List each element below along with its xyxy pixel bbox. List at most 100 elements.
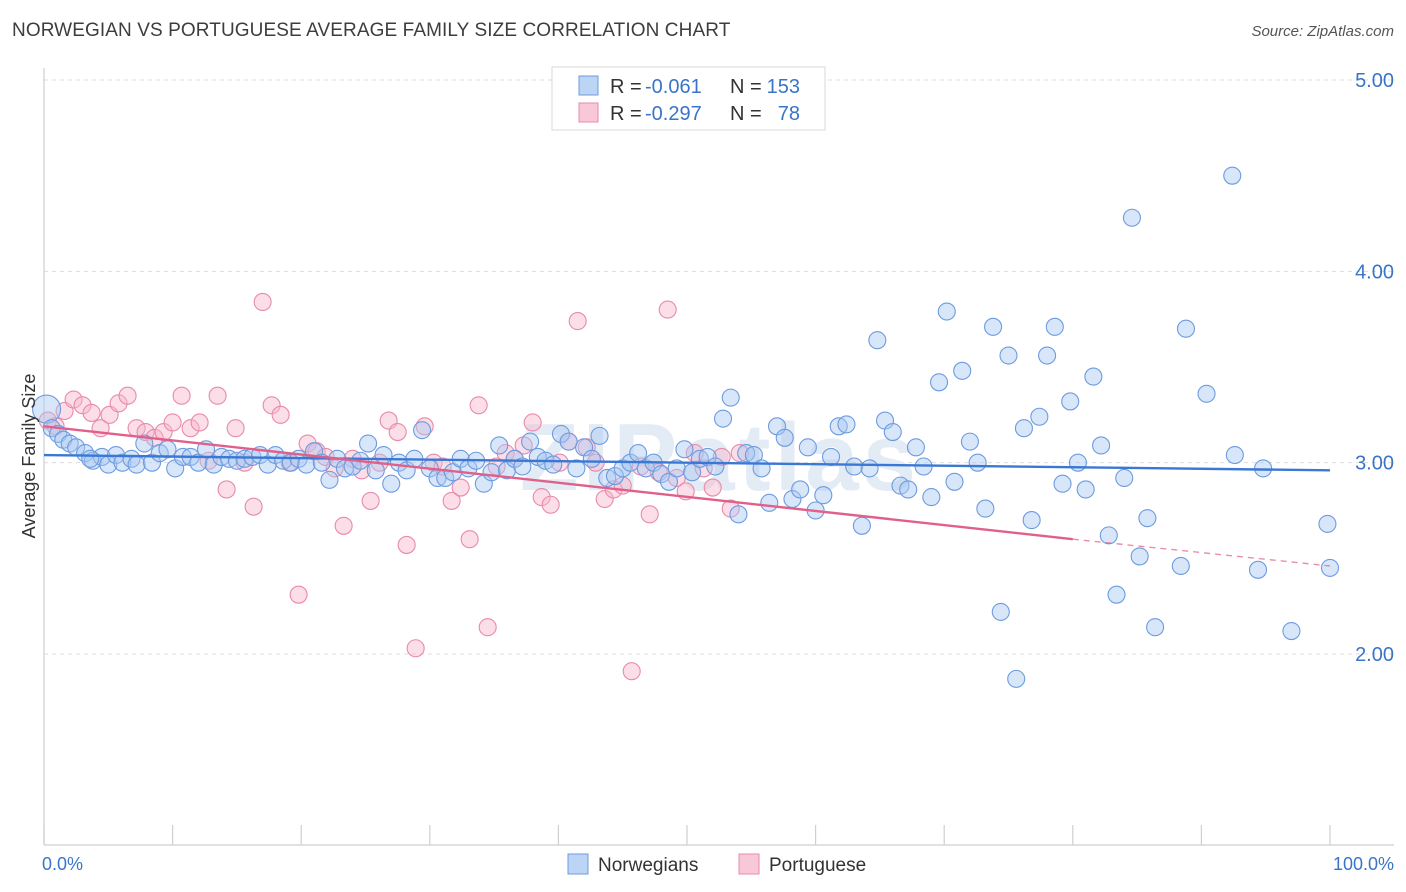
norwegian-point-134 <box>1061 392 1080 411</box>
norwegian-point-2 <box>49 424 68 444</box>
norwegian-point-25 <box>220 449 239 468</box>
norwegian-point-143 <box>1130 547 1149 566</box>
y-tick-label-3: 5.00 <box>1355 70 1394 92</box>
norwegian-point-91 <box>729 505 748 524</box>
norwegian-point-144 <box>1138 509 1157 528</box>
norwegian-point-0 <box>32 394 62 424</box>
bottom-legend-swatch-norwegians <box>567 853 589 875</box>
norwegian-point-90 <box>721 388 740 407</box>
norwegian-point-122 <box>968 453 987 472</box>
legend-n-value-2: 78 <box>778 103 800 125</box>
portuguese-point-28 <box>289 585 308 604</box>
norwegian-point-78 <box>629 444 648 463</box>
source-label: Source: ZipAtlas.com <box>1251 23 1394 40</box>
norwegian-point-132 <box>1045 317 1064 336</box>
norwegian-point-104 <box>829 417 848 436</box>
norwegian-point-114 <box>906 438 925 457</box>
norwegian-point-13 <box>127 455 146 474</box>
norwegian-point-88 <box>706 457 725 476</box>
norwegian-point-120 <box>953 361 972 380</box>
norwegian-point-131 <box>1038 346 1057 365</box>
norwegian-point-74 <box>598 468 617 488</box>
norwegian-point-82 <box>659 472 679 491</box>
portuguese-point-57 <box>550 453 569 472</box>
norwegian-point-15 <box>142 453 162 472</box>
chart-title: NORWEGIAN VS PORTUGUESE AVERAGE FAMILY S… <box>12 20 731 41</box>
portuguese-point-49 <box>478 618 497 637</box>
norwegian-point-106 <box>845 457 864 476</box>
norwegian-point-46 <box>382 474 401 493</box>
y-tick-label-1: 3.00 <box>1355 453 1394 475</box>
portuguese-point-73 <box>694 459 713 478</box>
portuguese-point-69 <box>658 300 677 319</box>
y-tick-labels: 2.00 3.00 4.00 5.00 <box>1355 70 1394 666</box>
norwegian-point-63 <box>513 457 532 476</box>
y-tick-label-2: 4.00 <box>1355 261 1394 283</box>
norwegian-point-128 <box>1014 419 1033 438</box>
norwegian-point-70 <box>567 459 586 478</box>
norwegian-point-75 <box>605 467 625 486</box>
portuguese-point-48 <box>469 396 488 415</box>
norwegian-point-148 <box>1197 384 1216 403</box>
bottom-legend-label-portuguese: Portuguese <box>769 855 866 876</box>
portuguese-point-47 <box>460 530 479 549</box>
x-tick-label-min: 0.0% <box>42 854 83 874</box>
norwegian-point-146 <box>1171 556 1190 576</box>
norwegian-point-147 <box>1176 319 1196 338</box>
portuguese-point-56 <box>541 495 560 514</box>
norwegian-point-135 <box>1068 453 1087 472</box>
norwegian-point-126 <box>999 346 1018 365</box>
norwegian-point-108 <box>860 459 879 478</box>
norwegian-point-117 <box>930 373 949 392</box>
norwegian-point-69 <box>559 432 578 451</box>
norwegian-point-12 <box>122 449 141 468</box>
legend-n-label-2: N = <box>730 103 762 125</box>
norwegian-point-138 <box>1092 436 1111 455</box>
norwegian-point-140 <box>1107 585 1126 604</box>
norwegian-point-105 <box>837 415 856 434</box>
norwegian-point-116 <box>922 488 941 507</box>
portuguese-point-46 <box>451 478 470 497</box>
norwegian-point-21 <box>189 453 208 472</box>
norwegian-point-14 <box>135 434 154 453</box>
norwegian-point-64 <box>521 432 540 451</box>
portuguese-point-40 <box>397 535 416 554</box>
grid-lines <box>44 79 1394 655</box>
legend-r-label-1: R = <box>610 76 642 98</box>
norwegian-point-103 <box>821 447 841 466</box>
norwegian-point-50 <box>413 421 432 440</box>
norwegian-point-97 <box>775 428 794 447</box>
trend-line-portuguese-extrapolated <box>1072 538 1331 567</box>
portuguese-point-24 <box>253 292 272 311</box>
norwegian-point-121 <box>960 432 979 451</box>
portuguese-point-14 <box>163 413 182 432</box>
portuguese-point-9 <box>118 386 137 405</box>
portuguese-point-23 <box>244 497 263 516</box>
portuguese-point-75 <box>712 447 731 466</box>
portuguese-point-17 <box>190 413 209 432</box>
norwegian-point-62 <box>505 449 524 468</box>
watermark: ZIPatlas <box>520 404 920 511</box>
norwegian-point-45 <box>374 445 393 465</box>
norwegian-point-153 <box>1282 621 1301 641</box>
norwegian-point-92 <box>737 444 756 463</box>
trend-line-norwegians <box>43 453 1331 472</box>
legend-n-value-1: 153 <box>767 76 800 98</box>
portuguese-point-3 <box>64 390 83 409</box>
norwegian-point-141 <box>1115 468 1134 488</box>
norwegian-point-100 <box>798 438 817 457</box>
x-tick-label-max: 100.0% <box>1333 854 1394 874</box>
portuguese-point-19 <box>208 386 227 405</box>
y-axis-title: Average Family Size <box>19 374 39 539</box>
norwegian-point-136 <box>1076 480 1095 499</box>
norwegian-point-118 <box>937 302 956 321</box>
portuguese-point-16 <box>181 419 200 438</box>
portuguese-point-21 <box>226 419 245 438</box>
norwegian-point-43 <box>359 434 378 453</box>
legend-n-label-1: N = <box>730 76 762 98</box>
x-tick-marks <box>43 825 1331 845</box>
portuguese-point-59 <box>568 312 587 331</box>
norwegian-point-145 <box>1146 618 1165 637</box>
norwegian-point-127 <box>1007 669 1026 688</box>
